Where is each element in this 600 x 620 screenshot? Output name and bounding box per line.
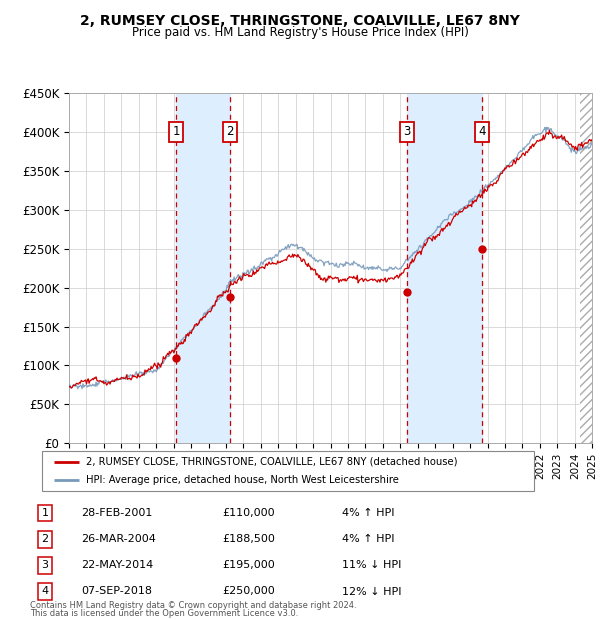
Text: 2: 2 bbox=[226, 125, 234, 138]
Text: 11% ↓ HPI: 11% ↓ HPI bbox=[342, 560, 401, 570]
Bar bbox=[176, 93, 230, 443]
Text: 3: 3 bbox=[41, 560, 49, 570]
Text: 1: 1 bbox=[41, 508, 49, 518]
Text: 2, RUMSEY CLOSE, THRINGSTONE, COALVILLE, LE67 8NY (detached house): 2, RUMSEY CLOSE, THRINGSTONE, COALVILLE,… bbox=[86, 456, 458, 467]
Text: £195,000: £195,000 bbox=[222, 560, 275, 570]
Text: 4: 4 bbox=[41, 587, 49, 596]
Text: £188,500: £188,500 bbox=[222, 534, 275, 544]
Text: 1: 1 bbox=[173, 125, 180, 138]
Text: 26-MAR-2004: 26-MAR-2004 bbox=[81, 534, 156, 544]
Text: Contains HM Land Registry data © Crown copyright and database right 2024.: Contains HM Land Registry data © Crown c… bbox=[30, 601, 356, 610]
Bar bbox=[580, 93, 592, 443]
Text: 12% ↓ HPI: 12% ↓ HPI bbox=[342, 587, 401, 596]
Text: £110,000: £110,000 bbox=[222, 508, 275, 518]
Text: 4: 4 bbox=[478, 125, 486, 138]
Bar bbox=[407, 93, 482, 443]
Text: Price paid vs. HM Land Registry's House Price Index (HPI): Price paid vs. HM Land Registry's House … bbox=[131, 26, 469, 39]
Text: 4% ↑ HPI: 4% ↑ HPI bbox=[342, 534, 395, 544]
Text: 22-MAY-2014: 22-MAY-2014 bbox=[81, 560, 153, 570]
Bar bbox=[580, 93, 592, 443]
Text: 2, RUMSEY CLOSE, THRINGSTONE, COALVILLE, LE67 8NY: 2, RUMSEY CLOSE, THRINGSTONE, COALVILLE,… bbox=[80, 14, 520, 29]
Text: 07-SEP-2018: 07-SEP-2018 bbox=[81, 587, 152, 596]
Text: 3: 3 bbox=[403, 125, 411, 138]
Text: HPI: Average price, detached house, North West Leicestershire: HPI: Average price, detached house, Nort… bbox=[86, 475, 399, 485]
Text: 2: 2 bbox=[41, 534, 49, 544]
Text: 28-FEB-2001: 28-FEB-2001 bbox=[81, 508, 152, 518]
FancyBboxPatch shape bbox=[42, 451, 534, 491]
Text: This data is licensed under the Open Government Licence v3.0.: This data is licensed under the Open Gov… bbox=[30, 609, 298, 618]
Text: £250,000: £250,000 bbox=[222, 587, 275, 596]
Text: 4% ↑ HPI: 4% ↑ HPI bbox=[342, 508, 395, 518]
